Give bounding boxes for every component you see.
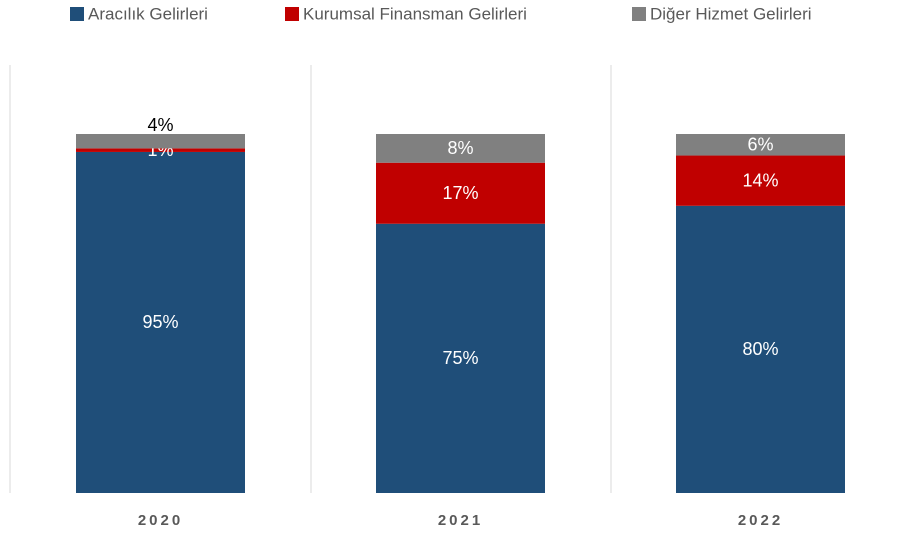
x-tick-label: 2021	[438, 512, 483, 529]
x-tick-label: 2022	[738, 512, 783, 529]
bar-segment	[376, 134, 545, 163]
legend-swatch	[70, 7, 84, 21]
bar-segment	[76, 151, 245, 493]
legend-label: Diğer Hizmet Gelirleri	[650, 4, 812, 23]
legend-label: Aracılık Gelirleri	[88, 4, 208, 23]
data-label: 4%	[147, 115, 173, 135]
bar-segment	[676, 205, 845, 494]
data-label: 80%	[742, 339, 778, 359]
data-label: 8%	[447, 138, 473, 158]
data-label: 14%	[742, 170, 778, 190]
bar-segment	[376, 223, 545, 493]
bar-segment	[76, 148, 245, 152]
data-label: 6%	[747, 135, 773, 155]
bar-segment	[676, 134, 845, 156]
data-label: 95%	[142, 312, 178, 332]
data-label: 17%	[442, 183, 478, 203]
legend-swatch	[632, 7, 646, 21]
legend-swatch	[285, 7, 299, 21]
bar-segment	[676, 155, 845, 206]
data-label: 75%	[442, 348, 478, 368]
legend-label: Kurumsal Finansman Gelirleri	[303, 4, 527, 23]
bar-segment	[376, 162, 545, 224]
bar-segment	[76, 134, 245, 149]
x-tick-label: 2020	[138, 512, 183, 529]
